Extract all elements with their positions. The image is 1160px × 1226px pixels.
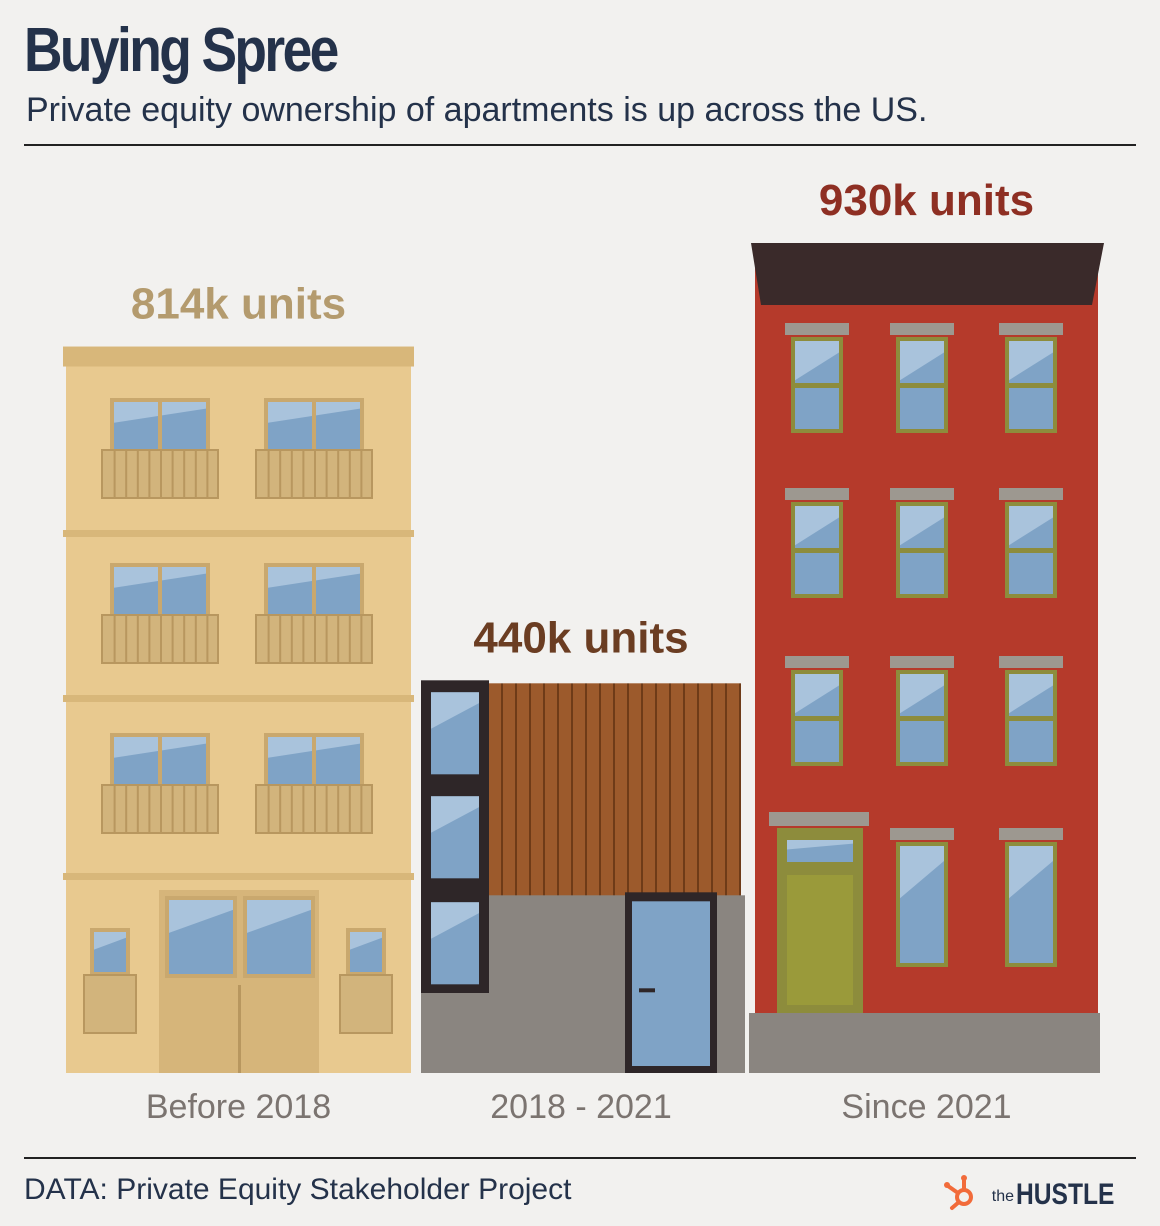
top-divider [24,144,1136,146]
value-label-before-2018: 814k units [131,280,346,329]
brand-logo: the HUSTLE [942,1172,1136,1212]
hubspot-sprocket-icon [943,1175,973,1210]
bar-since-2021 [749,243,1104,1073]
brand-prefix: the [991,1188,1014,1205]
bar-before-2018 [63,346,414,1074]
category-label-before-2018: Before 2018 [146,1088,331,1126]
source-note: DATA: Private Equity Stakeholder Project [24,1173,572,1206]
bar-body-2018-2021 [489,683,741,899]
value-label-2018-2021: 440k units [473,613,688,662]
category-label-2018-2021: 2018 - 2021 [490,1088,672,1126]
value-label-since-2021: 930k units [819,176,1034,225]
chart-subtitle: Private equity ownership of apartments i… [26,91,928,129]
bar-2018-2021 [421,680,745,1073]
chart-canvas: 814k units Before 2018 440k units 2018 - 20… [63,176,1104,1126]
brand-name: HUSTLE [1016,1178,1115,1211]
chart-title: Buying Spree [24,16,339,85]
bottom-divider [24,1157,1136,1159]
category-label-since-2021: Since 2021 [841,1088,1011,1126]
